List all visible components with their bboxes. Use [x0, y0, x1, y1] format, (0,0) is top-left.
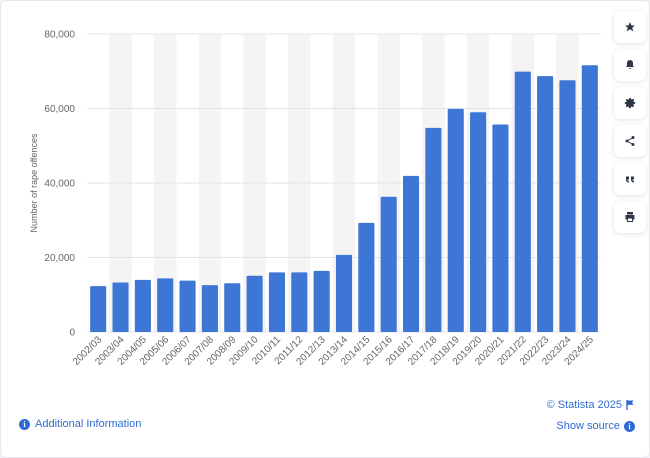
settings-button[interactable] — [614, 87, 646, 119]
print-icon — [625, 212, 635, 222]
bar — [402, 175, 420, 332]
bar — [179, 280, 196, 332]
print-button[interactable] — [614, 201, 646, 233]
favorite-button[interactable] — [614, 11, 646, 43]
copyright-link[interactable]: © Statista 2025 — [547, 399, 635, 411]
sidebar-toolbar — [614, 11, 646, 233]
bar — [425, 127, 442, 333]
y-tick-label: 60,000 — [44, 104, 75, 115]
show-source-link[interactable]: Show source i — [556, 420, 635, 432]
bar — [358, 222, 375, 332]
bar — [313, 270, 330, 332]
bell-icon — [626, 60, 634, 69]
bar — [537, 76, 554, 332]
star-icon — [625, 22, 635, 32]
y-tick-label: 0 — [69, 328, 75, 339]
bar — [470, 112, 487, 332]
bar — [246, 275, 263, 332]
y-axis-label: Number of rape offences — [29, 133, 39, 232]
bar — [335, 254, 353, 332]
flag-icon — [626, 400, 634, 410]
y-tick-label: 40,000 — [44, 179, 75, 190]
bar — [380, 196, 397, 332]
gear-icon — [624, 98, 636, 109]
share-icon — [625, 136, 635, 146]
bar — [90, 286, 107, 332]
bars — [90, 65, 598, 333]
y-axis-ticks: 0 20,000 40,000 60,000 80,000 — [44, 30, 75, 339]
copyright-label: © Statista 2025 — [546, 399, 622, 411]
bar — [224, 283, 241, 332]
info-icon: i — [19, 418, 30, 430]
bar — [268, 272, 286, 332]
quote-icon — [626, 176, 634, 183]
y-tick-label: 80,000 — [44, 30, 75, 41]
bar — [201, 285, 218, 332]
bar — [157, 278, 174, 332]
additional-information-link[interactable]: i Additional Information — [19, 418, 141, 430]
bar — [112, 282, 129, 332]
show-source-label: Show source — [556, 420, 620, 432]
x-axis-ticks: 2002/032003/042004/052005/062006/072007/… — [71, 334, 596, 368]
info-icon: i — [624, 420, 635, 432]
y-tick-label: 20,000 — [44, 253, 75, 264]
bar — [514, 71, 531, 332]
additional-information-label: Additional Information — [35, 418, 142, 430]
bar — [134, 279, 151, 332]
bar — [492, 124, 509, 332]
bar — [291, 272, 308, 332]
bar-chart: 0 20,000 40,000 60,000 80,000 2002/032003/04… — [29, 30, 601, 368]
bar — [559, 80, 576, 332]
share-button[interactable] — [614, 125, 646, 157]
bar — [447, 108, 464, 332]
cite-button[interactable] — [614, 163, 646, 195]
bar — [581, 65, 598, 332]
notification-button[interactable] — [614, 49, 646, 81]
